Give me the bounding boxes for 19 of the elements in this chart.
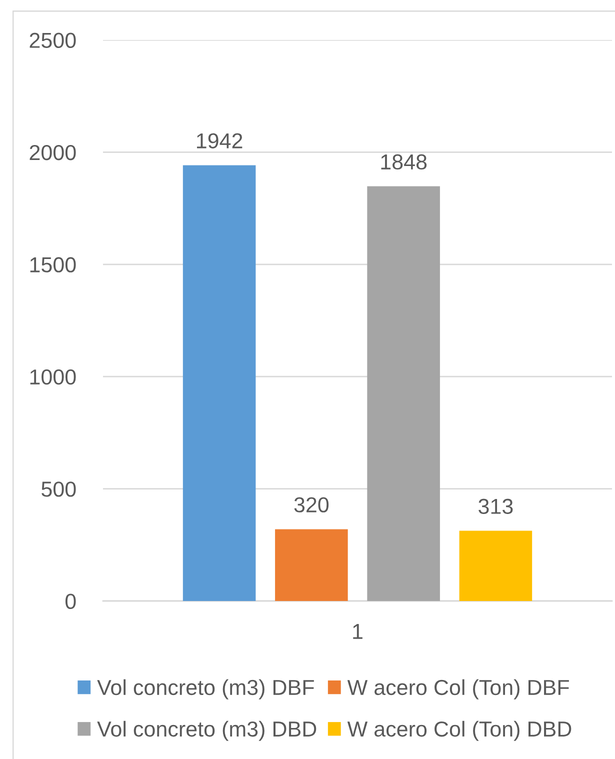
- bar: [182, 165, 256, 601]
- data-label: 1942: [197, 133, 242, 148]
- y-tick-label: 500: [42, 482, 76, 497]
- legend-label: Vol concreto (m3) DBD: [97, 720, 316, 741]
- bar: [459, 530, 532, 601]
- legend-label: W acero Col (Ton) DBD: [347, 720, 572, 741]
- y-tick-label: 1000: [30, 369, 76, 385]
- y-tick-label: 1500: [30, 257, 76, 272]
- legend-label: W acero Col (Ton) DBF: [347, 679, 569, 700]
- data-label: 1848: [381, 154, 427, 170]
- bar: [275, 529, 348, 601]
- data-label: 313: [478, 498, 513, 514]
- y-tick-label: 2000: [30, 144, 76, 160]
- y-tick-label: 0: [65, 594, 76, 610]
- x-tick-label: 1: [353, 624, 362, 639]
- y-tick-label: 2500: [30, 32, 76, 48]
- legend-label: Vol concreto (m3) DBF: [97, 679, 314, 700]
- data-label: 320: [294, 497, 329, 512]
- bar: [367, 186, 440, 601]
